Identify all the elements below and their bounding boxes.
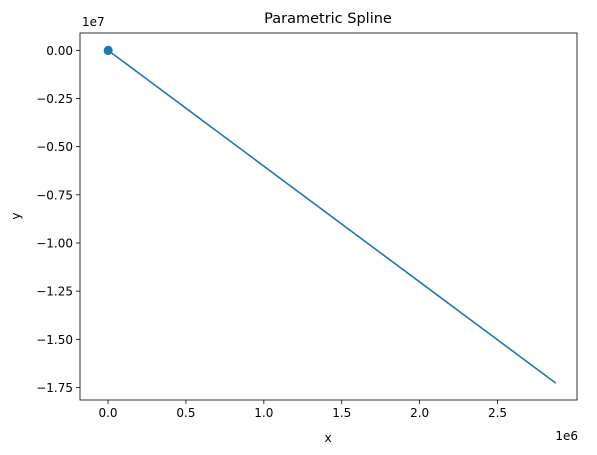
y-tick-label: −0.25: [36, 92, 73, 106]
x-axis-offset-label: 1e6: [555, 429, 578, 443]
y-tick-label: −1.00: [36, 236, 73, 250]
y-tick-label: −0.50: [36, 140, 73, 154]
x-tick-label: 2.5: [488, 406, 507, 420]
x-axis-ticks: 0.0 0.5 1.0 1.5 2.0 2.5: [98, 400, 507, 420]
y-axis-offset-label: 1e7: [82, 15, 105, 29]
axes-spines: [79, 32, 578, 401]
y-tick-label: −1.75: [36, 381, 73, 395]
x-axis-label: x: [324, 431, 331, 445]
spline-series-line: [106, 49, 557, 384]
y-axis-label: y: [9, 212, 23, 219]
y-tick-label: −0.75: [36, 188, 73, 202]
x-tick-label: 1.0: [254, 406, 273, 420]
x-tick-label: 2.0: [410, 406, 429, 420]
y-tick-label: −1.25: [36, 285, 73, 299]
axes-frame: [79, 32, 578, 401]
chart-title: Parametric Spline: [264, 11, 392, 27]
x-tick-label: 0.5: [176, 406, 195, 420]
y-tick-label: 0.00: [46, 44, 73, 58]
y-axis-ticks: 0.00 −0.25 −0.50 −0.75 −1.00 −1.25 −1.50 −1.75: [36, 44, 80, 395]
points-layer: [103, 45, 113, 56]
series-layer: [106, 49, 557, 384]
control-point: [103, 46, 113, 56]
x-tick-label: 0.0: [98, 406, 117, 420]
x-tick-label: 1.5: [332, 406, 351, 420]
y-tick-label: −1.50: [36, 333, 73, 347]
